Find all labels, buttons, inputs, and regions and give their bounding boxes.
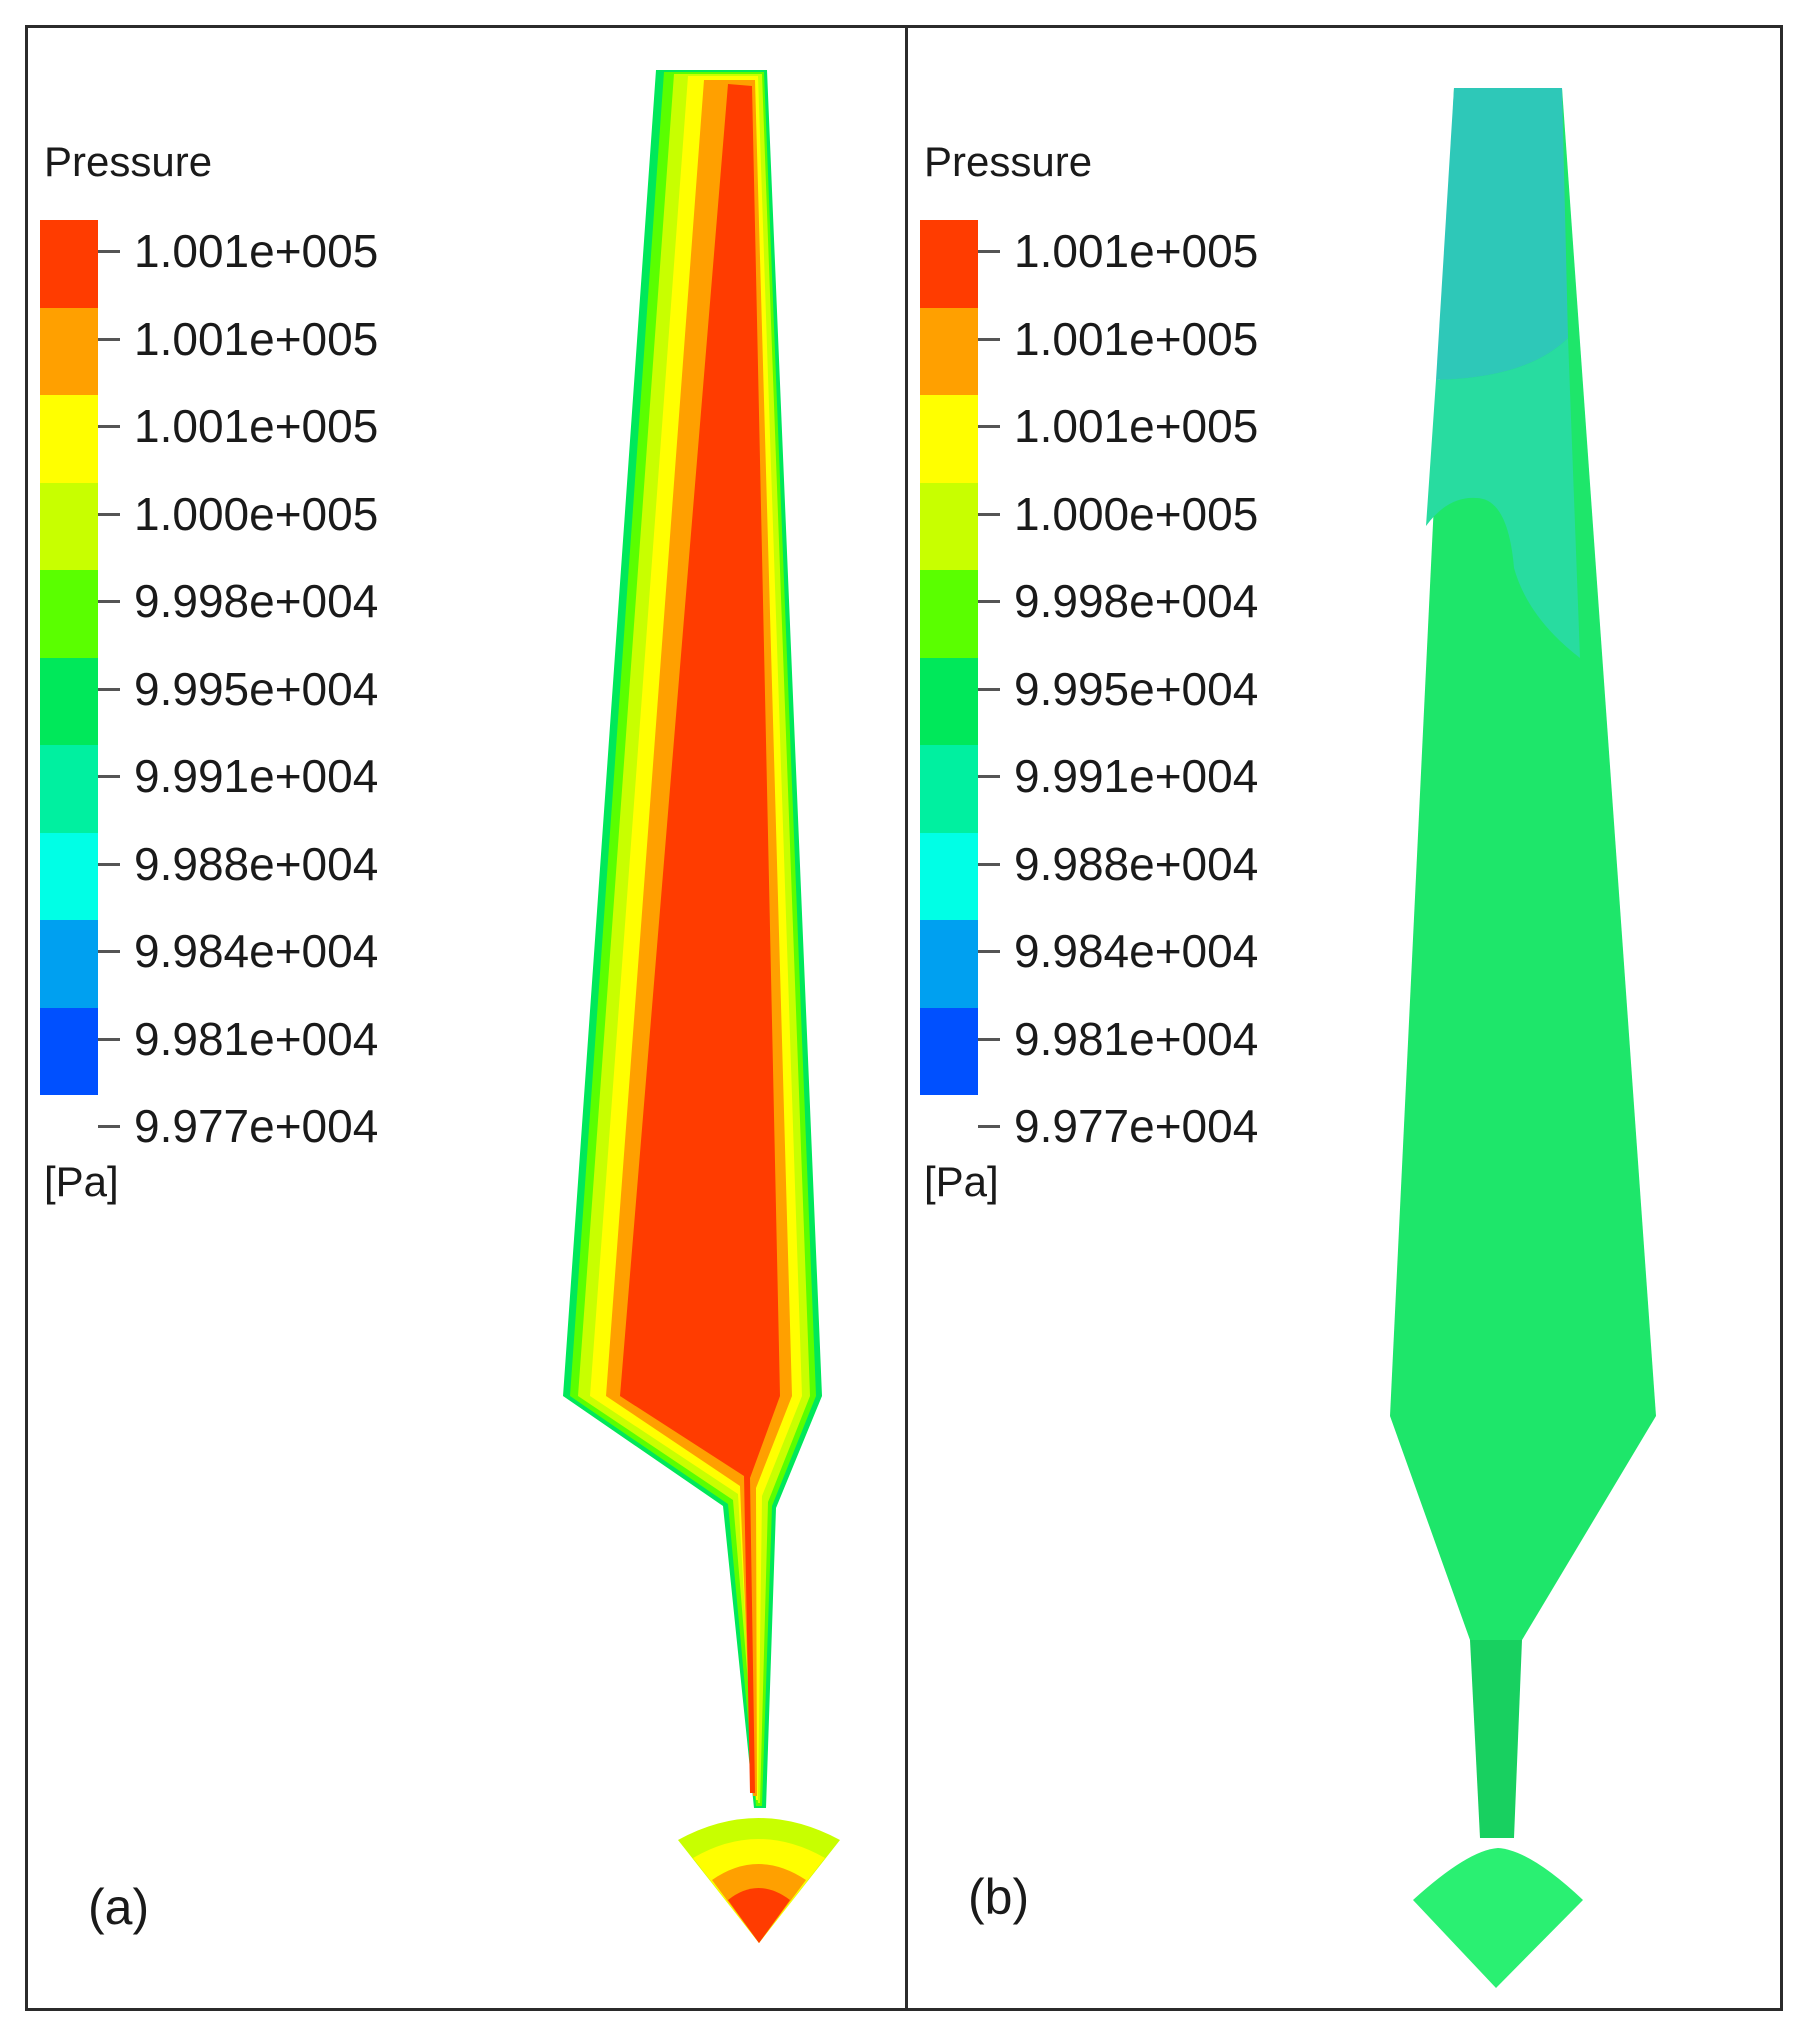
legend-tick bbox=[98, 863, 120, 866]
legend-band bbox=[40, 745, 98, 833]
legend-tick-label: 9.995e+004 bbox=[1014, 663, 1259, 715]
legend-tick bbox=[98, 1038, 120, 1041]
legend-band bbox=[40, 1007, 98, 1095]
legend-tick bbox=[978, 775, 1000, 778]
legend-tick bbox=[98, 950, 120, 953]
legend-band bbox=[920, 657, 978, 745]
legend-tick-label: 9.977e+004 bbox=[134, 1100, 379, 1152]
pressure-contour-geometry-b bbox=[1390, 88, 1656, 1988]
legend-tick-label: 1.001e+005 bbox=[134, 225, 379, 277]
legend-tick-label: 1.001e+005 bbox=[134, 313, 379, 365]
bowl-b bbox=[1413, 1848, 1583, 1988]
legend-tick bbox=[978, 950, 1000, 953]
legend-title: Pressure bbox=[924, 138, 1093, 185]
legend-tick-label: 1.001e+005 bbox=[1014, 225, 1259, 277]
legend-tick bbox=[978, 863, 1000, 866]
legend-band bbox=[920, 307, 978, 395]
legend-tick-label: 9.988e+004 bbox=[134, 838, 379, 890]
legend-tick bbox=[98, 513, 120, 516]
legend-tick-label: 9.981e+004 bbox=[134, 1013, 379, 1065]
legend-tick bbox=[978, 600, 1000, 603]
legend-band bbox=[920, 1007, 978, 1095]
legend-tick bbox=[978, 1125, 1000, 1128]
legend-tick bbox=[978, 513, 1000, 516]
nozzle-body bbox=[1470, 1640, 1522, 1838]
legend-tick bbox=[98, 250, 120, 253]
legend-color-bar bbox=[920, 220, 978, 1095]
legend-band bbox=[40, 657, 98, 745]
panel-a: Pressure 1.001e+005 1.001e+005 1.001e+00… bbox=[28, 28, 905, 2008]
legend-tick bbox=[98, 1125, 120, 1128]
legend-unit: [Pa] bbox=[924, 1158, 999, 1205]
legend-tick bbox=[978, 250, 1000, 253]
legend-tick-label: 9.991e+004 bbox=[134, 750, 379, 802]
legend-band bbox=[920, 482, 978, 570]
legend-band bbox=[40, 220, 98, 308]
body-teal-top bbox=[1436, 88, 1568, 380]
legend-tick-label: 9.988e+004 bbox=[1014, 838, 1259, 890]
panel-label-a: (a) bbox=[88, 1879, 150, 1935]
legend-tick-label: 1.000e+005 bbox=[134, 488, 379, 540]
legend-band bbox=[40, 482, 98, 570]
legend-band bbox=[40, 307, 98, 395]
figure-frame bbox=[25, 25, 1783, 2011]
legend-unit: [Pa] bbox=[44, 1158, 119, 1205]
legend-band bbox=[40, 920, 98, 1008]
legend-tick-label: 1.001e+005 bbox=[1014, 313, 1259, 365]
legend-tick bbox=[98, 688, 120, 691]
legend-tick bbox=[98, 600, 120, 603]
legend-band bbox=[920, 832, 978, 920]
legend-tick-label: 9.995e+004 bbox=[134, 663, 379, 715]
legend-tick bbox=[978, 425, 1000, 428]
legend-band bbox=[40, 570, 98, 658]
legend-tick-label: 1.001e+005 bbox=[134, 400, 379, 452]
legend-tick bbox=[978, 338, 1000, 341]
panel-divider bbox=[905, 25, 908, 2011]
legend-band bbox=[920, 395, 978, 483]
legend-band bbox=[920, 570, 978, 658]
panel-label-b: (b) bbox=[968, 1869, 1030, 1925]
body-teal-mid bbox=[1426, 338, 1580, 658]
legend-tick bbox=[978, 688, 1000, 691]
legend-tick-label: 1.001e+005 bbox=[1014, 400, 1259, 452]
legend-tick bbox=[98, 338, 120, 341]
legend-band bbox=[920, 220, 978, 308]
contour-band-red bbox=[620, 84, 780, 1793]
legend-tick-label: 9.984e+004 bbox=[1014, 925, 1259, 977]
legend-tick-label: 9.998e+004 bbox=[134, 575, 379, 627]
legend-tick-label: 9.981e+004 bbox=[1014, 1013, 1259, 1065]
panel-b: Pressure 1.001e+005 1.001e+005 1.001e+00… bbox=[908, 28, 1780, 2008]
legend-tick-label: 1.000e+005 bbox=[1014, 488, 1259, 540]
legend-tick-label: 9.991e+004 bbox=[1014, 750, 1259, 802]
legend-band bbox=[40, 395, 98, 483]
legend-band bbox=[40, 832, 98, 920]
legend-tick-label: 9.984e+004 bbox=[134, 925, 379, 977]
legend-color-bar bbox=[40, 220, 98, 1095]
legend-band bbox=[920, 745, 978, 833]
legend-title: Pressure bbox=[44, 138, 213, 185]
pressure-contour-geometry-a bbox=[563, 70, 840, 1943]
legend-tick-label: 9.977e+004 bbox=[1014, 1100, 1259, 1152]
legend-tick bbox=[978, 1038, 1000, 1041]
legend-tick bbox=[98, 775, 120, 778]
legend-tick bbox=[98, 425, 120, 428]
legend-tick-label: 9.998e+004 bbox=[1014, 575, 1259, 627]
legend-band bbox=[920, 920, 978, 1008]
contour-bowl-red bbox=[728, 1888, 790, 1943]
